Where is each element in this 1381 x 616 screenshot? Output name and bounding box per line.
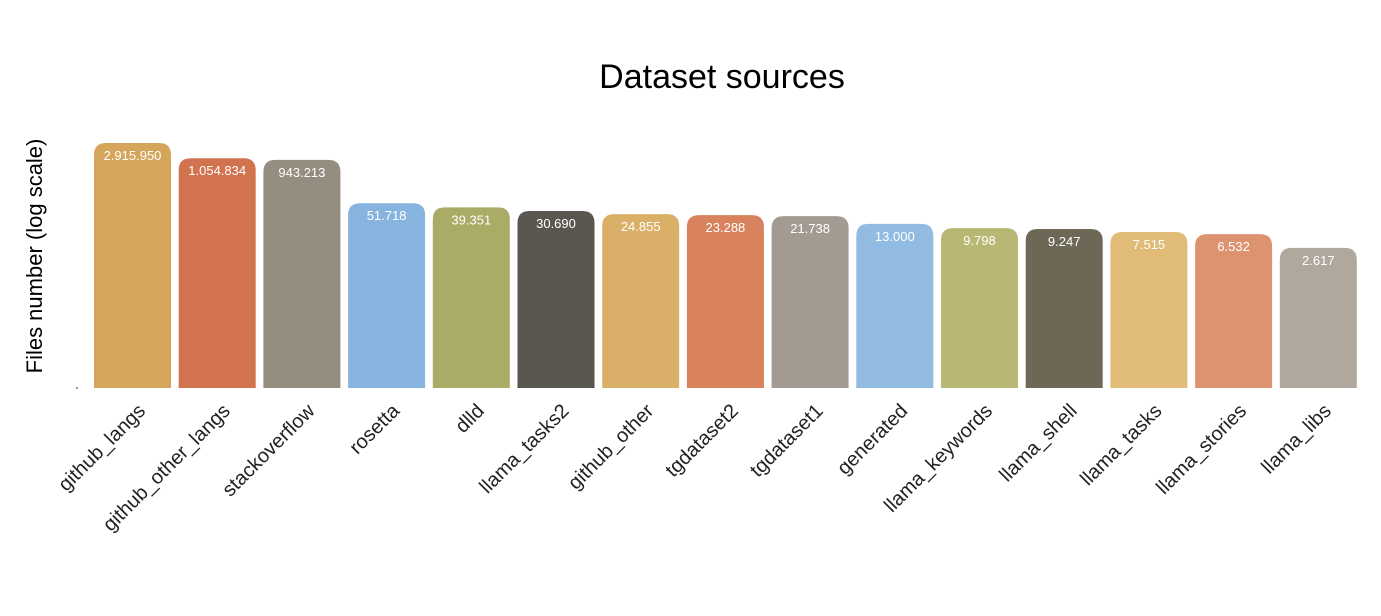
bar-dlld <box>432 207 510 388</box>
chart-title: Dataset sources <box>599 58 845 96</box>
data-label-llama_tasks2: 30.690 <box>536 216 576 231</box>
x-tick-label-llama_stories: llama_stories <box>1152 400 1251 499</box>
bar-stackoverflow <box>263 159 341 388</box>
data-label-rosetta: 51.718 <box>367 208 407 223</box>
x-tick-label-llama_tasks2: llama_tasks2 <box>475 400 573 498</box>
bar-llama_stories <box>1195 234 1273 388</box>
x-tick-label-llama_tasks: llama_tasks <box>1076 400 1166 490</box>
data-label-tgdataset1: 21.738 <box>790 221 830 236</box>
data-label-github_other_langs: 1.054.834 <box>188 163 246 178</box>
bar-llama_tasks <box>1110 232 1188 388</box>
bar-llama_libs <box>1279 247 1357 388</box>
x-tick-label-tgdataset1: tgdataset1 <box>746 400 828 482</box>
x-tick-label-generated: generated <box>833 400 912 479</box>
x-tick-label-dlld: dlld <box>451 400 489 438</box>
bars-group <box>94 142 1357 388</box>
bar-github_other <box>602 214 680 388</box>
data-label-llama_shell: 9.247 <box>1048 234 1081 249</box>
bar-github_langs <box>94 142 171 388</box>
data-label-llama_tasks: 7.515 <box>1133 237 1166 252</box>
x-tick-label-github_langs: github_langs <box>54 400 150 496</box>
bar-github_other_langs <box>178 158 256 388</box>
data-label-generated: 13.000 <box>875 229 915 244</box>
x-tick-label-llama_libs: llama_libs <box>1257 400 1335 478</box>
x-tick-label-github_other: github_other <box>564 400 658 494</box>
data-label-github_other: 24.855 <box>621 219 661 234</box>
bar-tgdataset2 <box>686 215 764 388</box>
data-label-llama_stories: 6.532 <box>1217 239 1250 254</box>
x-tick-label-rosetta: rosetta <box>345 399 404 458</box>
bar-tgdataset1 <box>771 216 849 388</box>
bar-generated <box>856 223 934 388</box>
data-label-tgdataset2: 23.288 <box>706 220 746 235</box>
y-axis-label: Files number (log scale) <box>22 139 47 374</box>
data-labels-group: 2.915.950 1.054.834 943.213 51.718 39.351 30.… <box>104 148 1335 268</box>
data-label-llama_keywords: 9.798 <box>963 233 996 248</box>
x-tick-label-tgdataset2: tgdataset2 <box>661 400 743 482</box>
bar-llama_keywords <box>941 228 1018 388</box>
data-label-llama_libs: 2.617 <box>1302 253 1335 268</box>
bar-llama_tasks2 <box>517 211 595 388</box>
data-label-dlld: 39.351 <box>451 212 491 227</box>
data-label-stackoverflow: 943.213 <box>278 165 325 180</box>
bar-llama_shell <box>1025 228 1103 388</box>
x-tick-labels-group: github_langsgithub_other_langsstackoverf… <box>54 399 1336 535</box>
x-tick-label-llama_shell: llama_shell <box>995 400 1081 486</box>
data-label-github_langs: 2.915.950 <box>104 148 162 163</box>
bar-rosetta <box>348 203 426 388</box>
